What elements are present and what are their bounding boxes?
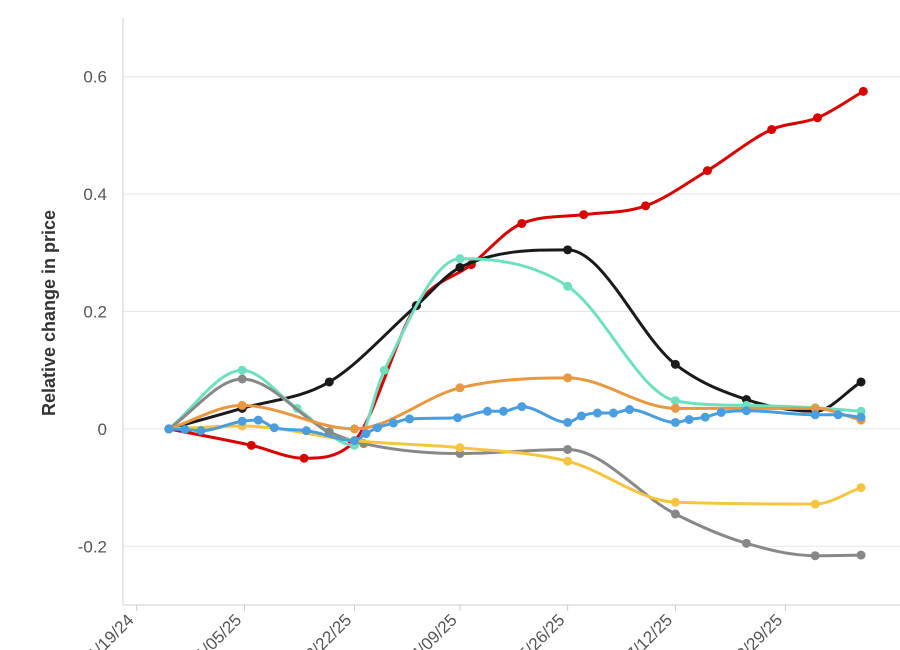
data-point	[576, 411, 586, 421]
data-point	[379, 365, 389, 375]
data-point	[856, 483, 866, 493]
data-point	[858, 86, 868, 96]
data-point	[563, 245, 573, 255]
y-tick-label: 0.4	[83, 185, 107, 204]
y-axis-label: Relative change in price	[39, 210, 59, 416]
data-point	[810, 499, 820, 509]
data-point	[670, 509, 680, 519]
data-point	[237, 416, 247, 426]
data-point	[563, 456, 573, 466]
data-point	[455, 383, 465, 393]
x-tick-label: 05/26/25	[508, 610, 568, 650]
data-point	[741, 538, 751, 548]
x-tick-label: 01/05/25	[185, 610, 245, 650]
data-point	[833, 410, 843, 420]
y-tick-label: 0.2	[83, 303, 107, 322]
data-point	[702, 166, 712, 176]
data-point	[237, 374, 247, 384]
data-point	[388, 418, 398, 428]
data-point	[670, 417, 680, 427]
axes: -0.2 0 0.2 0.4 0.6 11/19/24 01/05/25 02/22/25 04…	[78, 18, 900, 650]
data-point	[453, 413, 463, 423]
data-point	[405, 414, 415, 424]
data-point	[579, 210, 589, 220]
data-point	[196, 426, 206, 436]
data-point	[592, 408, 602, 418]
data-point	[716, 407, 726, 417]
gridlines	[123, 76, 900, 547]
series-line	[167, 257, 863, 447]
x-tick-label: 04/09/25	[401, 610, 461, 650]
data-point	[670, 359, 680, 369]
data-point	[246, 440, 256, 450]
data-point	[498, 406, 508, 416]
data-point	[455, 443, 465, 453]
data-point	[670, 497, 680, 507]
data-point	[810, 410, 820, 420]
data-point	[269, 423, 279, 433]
data-point	[563, 417, 573, 427]
data-point	[700, 412, 710, 422]
data-point	[563, 281, 573, 291]
data-point	[237, 365, 247, 375]
data-point	[856, 550, 866, 560]
data-point	[349, 436, 359, 446]
data-point	[517, 402, 527, 412]
x-tick-label: 02/22/25	[295, 610, 355, 650]
series-7	[164, 402, 866, 446]
data-point	[482, 406, 492, 416]
x-tick-label: 08/29/25	[726, 610, 786, 650]
data-point	[372, 423, 382, 433]
data-point	[164, 424, 174, 434]
data-point	[684, 415, 694, 425]
data-point	[517, 218, 527, 228]
y-tick-label: 0	[98, 420, 107, 439]
data-point	[349, 424, 359, 434]
data-point	[455, 254, 465, 264]
data-point	[641, 201, 651, 211]
data-point	[810, 403, 820, 413]
y-tick-label: -0.2	[78, 537, 107, 556]
data-point	[625, 405, 635, 415]
data-point	[767, 125, 777, 135]
data-point	[670, 396, 680, 406]
axis-labels: Relative change in price	[39, 210, 59, 416]
x-tick-label: 11/19/24	[78, 610, 137, 650]
data-point	[563, 444, 573, 454]
data-point	[856, 377, 866, 387]
x-tick-label: 07/12/25	[616, 610, 676, 650]
series-layer	[164, 86, 868, 561]
series-line	[167, 248, 863, 431]
data-point	[670, 403, 680, 413]
series-line	[167, 424, 863, 506]
data-point	[237, 400, 247, 410]
data-point	[812, 113, 822, 123]
data-point	[299, 453, 309, 463]
data-point	[455, 262, 465, 272]
series-6	[164, 421, 866, 509]
data-point	[253, 415, 263, 425]
y-tick-label: 0.6	[83, 68, 107, 87]
series-5	[164, 373, 866, 434]
data-point	[301, 426, 311, 436]
data-point	[324, 377, 334, 387]
data-point	[608, 408, 618, 418]
data-point	[741, 406, 751, 416]
series-line	[167, 376, 863, 431]
data-point	[563, 373, 573, 383]
data-point	[810, 551, 820, 561]
data-point	[856, 412, 866, 422]
data-point	[361, 429, 371, 439]
series-3	[164, 254, 866, 450]
data-point	[180, 424, 190, 434]
